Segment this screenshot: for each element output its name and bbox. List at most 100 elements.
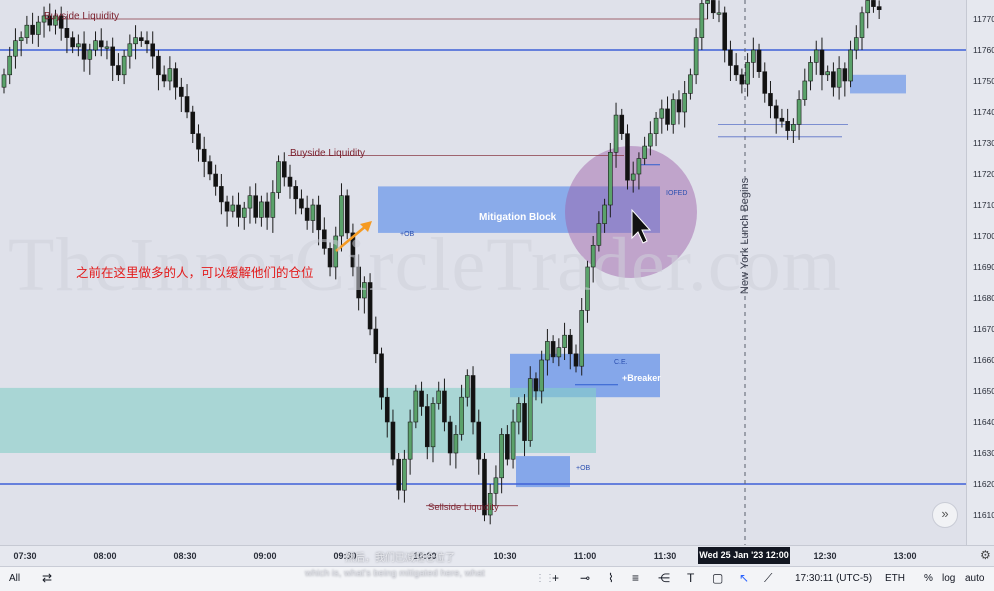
candle-body (653, 117, 659, 134)
time-axis[interactable] (0, 545, 994, 567)
candle-body (207, 161, 213, 175)
candle-body (550, 341, 556, 358)
candle-body (876, 6, 882, 10)
rectangle-icon[interactable]: ▢ (712, 571, 724, 585)
candle-body (344, 195, 350, 234)
candle-body (836, 68, 842, 88)
candle-body (362, 282, 367, 299)
zone-4 (0, 387, 596, 453)
candle-body (470, 375, 476, 423)
candle-body (333, 235, 339, 268)
label-ce: C.E. (614, 359, 628, 366)
candle-body (110, 46, 115, 66)
crosshair-icon[interactable]: + (552, 571, 560, 585)
toolbar-grip[interactable]: ⋮⋮ (535, 573, 555, 584)
candle-body (116, 65, 121, 76)
candle-body (527, 378, 533, 441)
candle-body (722, 12, 728, 51)
candle-body (648, 133, 653, 147)
candle-body (127, 43, 133, 57)
candle-body (264, 201, 270, 218)
gear-icon[interactable]: ⚙ (980, 548, 991, 562)
path-icon[interactable]: ⋲ (658, 571, 670, 585)
trendline-icon[interactable]: ⊸ (580, 571, 591, 585)
candle-body (813, 49, 819, 63)
scroll-right-icon[interactable]: » (932, 502, 958, 528)
candle-body (848, 49, 853, 82)
fib-icon[interactable]: ⌇ (608, 571, 614, 585)
log-toggle[interactable]: log (942, 573, 956, 584)
candle-body (322, 229, 327, 249)
candle-body (459, 396, 464, 435)
candle-body (236, 204, 241, 218)
candle-body (402, 458, 407, 491)
clock[interactable]: 17:30:11 (UTC-5) (795, 573, 873, 584)
candle-body (510, 421, 516, 460)
percent-toggle[interactable]: % (924, 573, 933, 584)
candle-body (642, 145, 647, 159)
candle-body (619, 114, 625, 134)
candle-body (241, 207, 247, 218)
candle-body (201, 148, 207, 162)
candle-body (390, 421, 396, 460)
candle-body (665, 108, 670, 125)
candle-body (733, 65, 739, 76)
candle-body (133, 37, 138, 45)
ruler-icon[interactable]: ⟋ (764, 571, 773, 585)
candle-body (350, 232, 356, 268)
label-breaker: +Breaker (622, 373, 661, 383)
candle-body (224, 201, 230, 212)
candle-body (87, 49, 93, 60)
candle-body (327, 248, 333, 268)
compare-icon[interactable]: ⇄ (42, 571, 53, 585)
candle-body (419, 390, 424, 407)
subtitle-en: which is, what's being mitigated here, w… (305, 568, 485, 579)
candle-body (121, 55, 127, 76)
candle-body (705, 0, 710, 4)
candle-body (367, 282, 373, 330)
parallel-icon[interactable]: ≡ (632, 571, 640, 585)
candle-body (779, 117, 785, 122)
candle-body (745, 62, 750, 85)
price-chart[interactable]: Buyside Liquidity Buyside Liquidity Sellsi… (0, 0, 994, 566)
candle-body (556, 347, 562, 358)
candle-body (13, 40, 18, 57)
candle-body (356, 266, 361, 299)
candle-body (853, 37, 859, 51)
candle-body (18, 37, 24, 41)
candle-body (859, 12, 865, 38)
candle-body (104, 46, 110, 49)
candle-body (659, 108, 665, 119)
candle-body (785, 121, 790, 131)
range-all-button[interactable]: All (9, 573, 21, 584)
candle-body (579, 310, 585, 367)
candle-body (53, 15, 58, 26)
candle-body (293, 186, 299, 200)
candle-body (184, 96, 190, 113)
zone-2 (516, 456, 570, 488)
candle-body (825, 71, 830, 76)
candle-body (871, 0, 876, 7)
auto-toggle[interactable]: auto (965, 573, 985, 584)
candle-body (493, 477, 499, 494)
candle-body (413, 390, 419, 423)
session-toggle[interactable]: ETH (885, 573, 905, 584)
candle-body (791, 124, 796, 131)
candle-body (716, 12, 722, 15)
label-mitigation-block: Mitigation Block (479, 212, 557, 223)
candle-body (710, 0, 716, 14)
candle-body (670, 99, 676, 125)
price-axis[interactable] (966, 0, 994, 545)
bottom-toolbar: All ⇄ ⋮⋮ + ⊸ ⌇ ≡ ⋲ T ▢ ↖ ⟋ 17:30:11 (UTC… (0, 566, 994, 591)
candle-body (487, 492, 493, 516)
candle-body (98, 40, 104, 48)
candle-body (625, 133, 630, 181)
candle-body (36, 21, 41, 35)
candle-body (1, 74, 7, 88)
candle-body (47, 15, 53, 26)
candle-body (573, 353, 579, 367)
text-icon[interactable]: T (687, 571, 695, 585)
cursor-icon[interactable]: ↖ (739, 571, 750, 585)
candle-body (287, 176, 293, 187)
